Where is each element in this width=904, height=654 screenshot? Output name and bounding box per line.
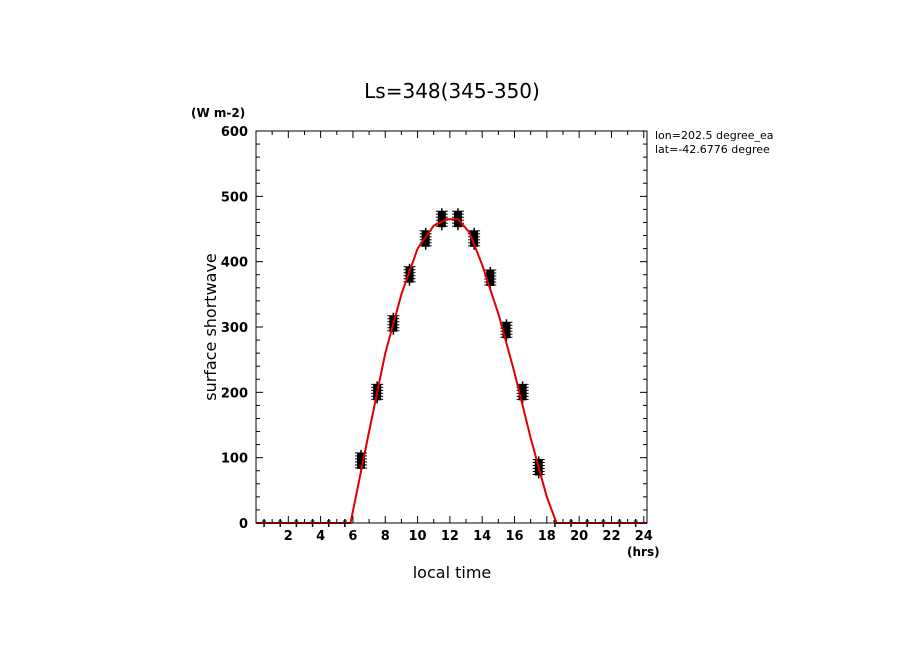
x-tick-label: 20 [570,529,588,544]
axes-ticks [256,130,647,524]
series-line [256,218,647,524]
annotation-lat: lat=-42.6776 degree [655,143,770,156]
x-tick-label: 16 [505,529,523,544]
x-unit-label: (hrs) [627,545,660,559]
y-axis-title: surface shortwave [201,253,220,401]
x-tick-label: 8 [381,529,390,544]
x-axis-title: local time [413,563,492,582]
x-tick-label: 6 [348,529,357,544]
y-tick-labels: 0 100 200 300 400 500 600 [221,125,248,532]
y-tick-label: 300 [221,321,248,336]
plot-series [256,208,647,527]
y-tick-label: 0 [239,517,248,532]
x-tick-label: 18 [538,529,556,544]
y-tick-label: 200 [221,386,248,401]
y-unit-label: (W m-2) [191,106,245,120]
y-tick-label: 600 [221,125,248,140]
x-tick-label: 14 [473,529,491,544]
y-tick-label: 400 [221,256,248,271]
chart-title: Ls=348(345-350) [364,79,540,103]
plot-frame [255,130,648,524]
x-tick-label: 2 [284,529,293,544]
x-tick-label: 10 [409,529,427,544]
y-tick-label: 100 [221,452,248,467]
x-tick-label: 22 [602,529,620,544]
annotation-lon: lon=202.5 degree_ea [655,129,774,142]
x-tick-label: 12 [441,529,459,544]
y-tick-label: 500 [221,190,248,205]
x-tick-labels: 2 4 6 8 10 12 14 16 18 20 22 24 [284,529,653,544]
x-tick-label: 24 [635,529,653,544]
x-tick-label: 4 [316,529,325,544]
